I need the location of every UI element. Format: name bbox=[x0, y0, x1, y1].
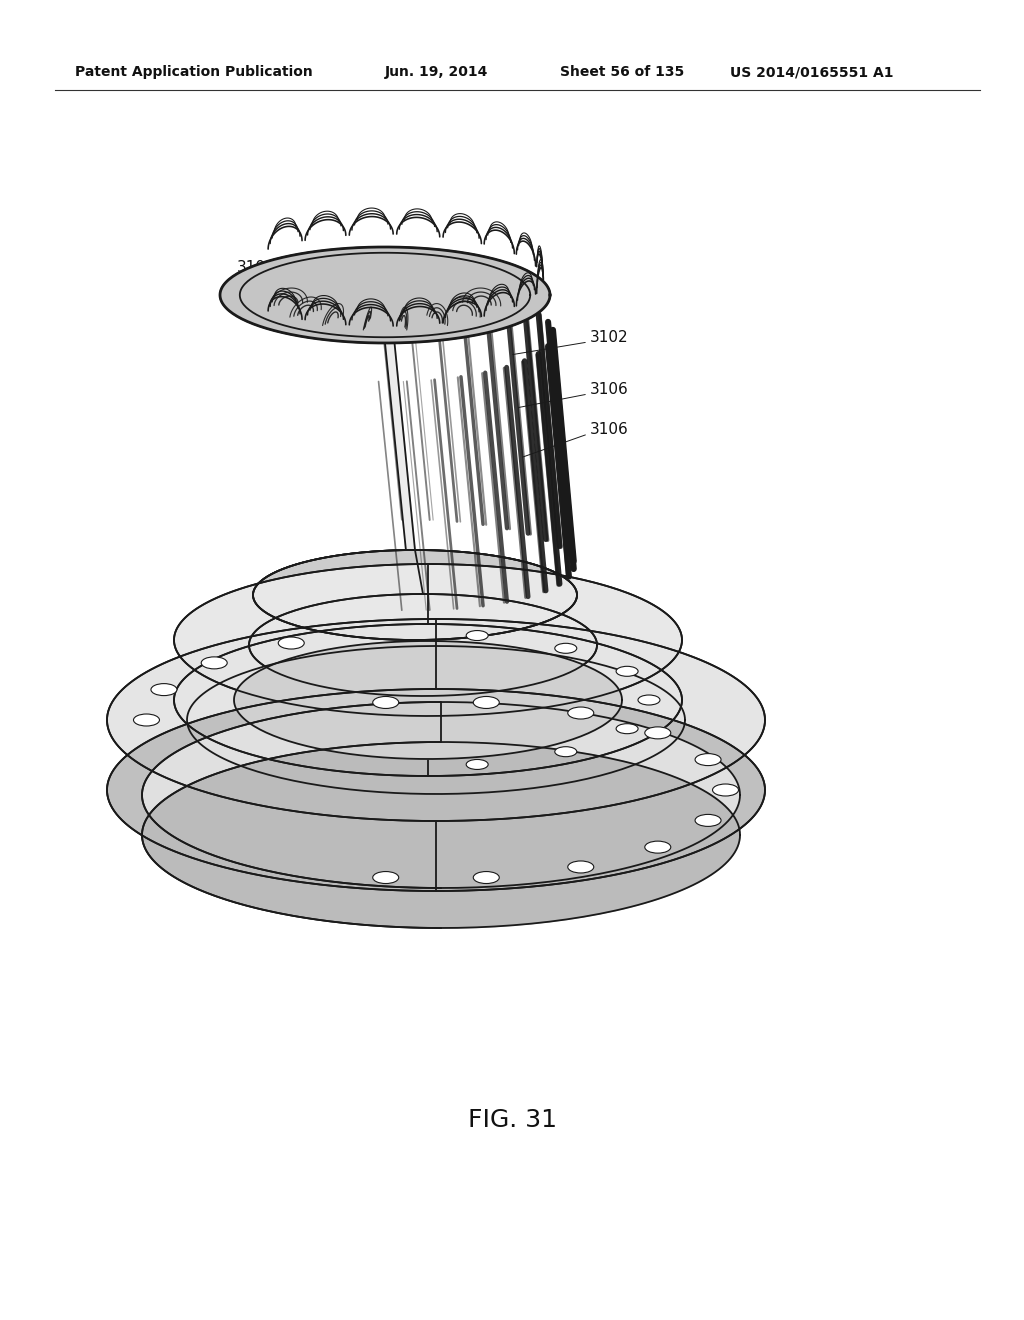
Polygon shape bbox=[142, 702, 740, 888]
Ellipse shape bbox=[201, 657, 227, 669]
Ellipse shape bbox=[555, 643, 577, 653]
Ellipse shape bbox=[616, 667, 638, 676]
Ellipse shape bbox=[645, 841, 671, 853]
Ellipse shape bbox=[466, 631, 488, 640]
Polygon shape bbox=[253, 550, 577, 640]
Polygon shape bbox=[142, 702, 441, 928]
Polygon shape bbox=[174, 564, 428, 776]
Text: Jun. 19, 2014: Jun. 19, 2014 bbox=[385, 65, 488, 79]
Polygon shape bbox=[385, 247, 577, 640]
Ellipse shape bbox=[133, 714, 160, 726]
Text: FIG. 31: FIG. 31 bbox=[468, 1107, 556, 1133]
Ellipse shape bbox=[638, 696, 660, 705]
Polygon shape bbox=[249, 594, 597, 696]
Polygon shape bbox=[174, 564, 682, 715]
Ellipse shape bbox=[473, 697, 500, 709]
Polygon shape bbox=[249, 550, 423, 696]
Ellipse shape bbox=[695, 754, 721, 766]
Polygon shape bbox=[220, 247, 415, 640]
Polygon shape bbox=[234, 642, 622, 759]
Polygon shape bbox=[108, 619, 765, 821]
Ellipse shape bbox=[713, 784, 738, 796]
Ellipse shape bbox=[279, 638, 304, 649]
Polygon shape bbox=[253, 550, 577, 640]
Polygon shape bbox=[428, 564, 682, 776]
Polygon shape bbox=[220, 247, 550, 343]
Polygon shape bbox=[142, 742, 740, 928]
Text: US 2014/0165551 A1: US 2014/0165551 A1 bbox=[730, 65, 894, 79]
Polygon shape bbox=[108, 689, 765, 891]
Text: 3104: 3104 bbox=[237, 260, 275, 276]
Text: 3106: 3106 bbox=[590, 383, 629, 397]
Ellipse shape bbox=[645, 727, 671, 739]
Ellipse shape bbox=[616, 723, 638, 734]
Ellipse shape bbox=[555, 747, 577, 756]
Ellipse shape bbox=[473, 871, 500, 883]
Ellipse shape bbox=[466, 759, 488, 770]
Ellipse shape bbox=[151, 684, 177, 696]
Text: Patent Application Publication: Patent Application Publication bbox=[75, 65, 312, 79]
Ellipse shape bbox=[567, 861, 594, 873]
Ellipse shape bbox=[567, 708, 594, 719]
Text: Sheet 56 of 135: Sheet 56 of 135 bbox=[560, 65, 684, 79]
Polygon shape bbox=[436, 619, 765, 891]
Polygon shape bbox=[415, 550, 597, 696]
Text: 3106: 3106 bbox=[590, 422, 629, 437]
Polygon shape bbox=[174, 624, 682, 776]
Polygon shape bbox=[108, 619, 436, 891]
Ellipse shape bbox=[695, 814, 721, 826]
Ellipse shape bbox=[373, 697, 398, 709]
Text: 3102: 3102 bbox=[590, 330, 629, 346]
Ellipse shape bbox=[373, 871, 398, 883]
